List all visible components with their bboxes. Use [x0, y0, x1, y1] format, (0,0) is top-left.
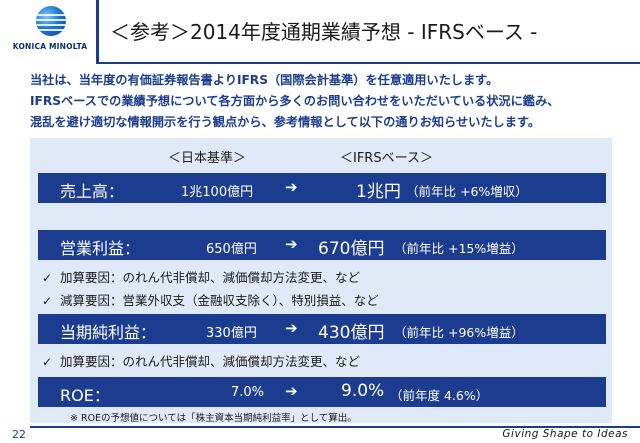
- roe-footnote: ※ ROEの予想値については「株主資本当期純利益率」として算出。: [70, 413, 357, 424]
- check-icon: ✓: [42, 294, 53, 308]
- title-divider: [96, 0, 99, 62]
- intro-line-2: IFRSベースでの業績予想について各方面から多くのお問い合わせをいただいている状…: [30, 94, 560, 108]
- header-rule: [96, 62, 640, 64]
- intro-paragraph: 当社は、当年度の有価証券報告書よりIFRS（国際会計基準）を任意適用いたします。…: [30, 70, 620, 133]
- arrow-right-icon: ➔: [285, 235, 298, 253]
- slide-title: ＜参考＞2014年度通期業績予想 - IFRSベース -: [110, 20, 538, 44]
- check-icon: ✓: [42, 355, 53, 369]
- op-decrease-factors: ✓ 減算要因：営業外収支（金融収支除く）、特別損益、など: [42, 293, 379, 308]
- net-income-row: 当期純利益： 330億円 ➔ 430億円 （前年比 +96%増益）: [38, 314, 606, 344]
- net-sales-row: 売上高： 1兆100億円 ➔ 1兆円 （前年比 +6%増収）: [38, 173, 606, 203]
- roe-row: ROE： 7.0% ➔ 9.0% （前年度 4.6%）: [38, 377, 606, 407]
- ifrs-header: ＜IFRSベース＞: [340, 151, 433, 166]
- row-label: 売上高：: [60, 182, 125, 201]
- intro-line-3: 混乱を避け適切な情報開示を行う観点から、参考情報として以下の通りお知らせいたしま…: [30, 115, 541, 129]
- operating-income-row: 営業利益： 650億円 ➔ 670億円 （前年比 +15%増益）: [38, 230, 606, 260]
- ni-increase-factors: ✓ 加算要因：のれん代非償却、減価償却方法変更、など: [42, 354, 361, 369]
- jp-gaap-value: 650億円: [206, 242, 257, 257]
- logo-text: KONICA MINOLTA: [12, 42, 88, 51]
- ifrs-value: 430億円: [318, 323, 385, 343]
- ifrs-value: 9.0%: [341, 381, 385, 401]
- globe-icon: [36, 6, 66, 36]
- row-label: 営業利益：: [60, 239, 141, 258]
- jp-gaap-value: 7.0%: [231, 385, 265, 400]
- jp-gaap-value: 1兆100億円: [181, 185, 254, 200]
- row-label: 当期純利益：: [60, 323, 157, 342]
- jp-gaap-header: ＜日本基準＞: [168, 151, 247, 166]
- page-number: 22: [12, 428, 26, 441]
- jp-gaap-value: 330億円: [206, 326, 257, 341]
- row-label: ROE：: [60, 386, 110, 405]
- op-increase-factors: ✓ 加算要因：のれん代非償却、減価償却方法変更、など: [42, 270, 361, 285]
- ifrs-value: 1兆円: [356, 182, 401, 202]
- yoy-change: （前年比 +6%増収）: [406, 184, 528, 199]
- footer-rule: [30, 426, 640, 428]
- yoy-change: （前年度 4.6%）: [390, 388, 489, 403]
- company-logo: KONICA MINOLTA: [8, 4, 92, 60]
- arrow-right-icon: ➔: [285, 382, 298, 400]
- arrow-right-icon: ➔: [285, 319, 298, 337]
- check-icon: ✓: [42, 271, 53, 285]
- yoy-change: （前年比 +15%増益）: [394, 241, 524, 256]
- brand-tagline: Giving Shape to Ideas: [502, 428, 628, 440]
- arrow-right-icon: ➔: [285, 178, 298, 196]
- yoy-change: （前年比 +96%増益）: [394, 325, 524, 340]
- intro-line-1: 当社は、当年度の有価証券報告書よりIFRS（国際会計基準）を任意適用いたします。: [30, 73, 499, 87]
- ifrs-value: 670億円: [318, 239, 385, 259]
